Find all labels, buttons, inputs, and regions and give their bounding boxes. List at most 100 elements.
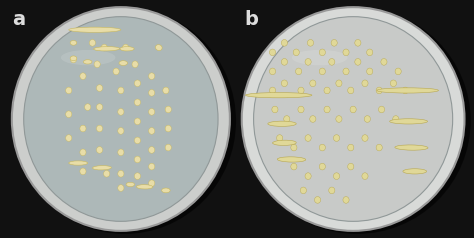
Ellipse shape [89, 40, 96, 46]
Ellipse shape [120, 47, 134, 51]
Ellipse shape [122, 44, 128, 51]
Ellipse shape [118, 170, 124, 177]
Ellipse shape [135, 137, 140, 144]
Ellipse shape [246, 93, 312, 98]
Ellipse shape [155, 45, 162, 50]
Ellipse shape [65, 87, 72, 94]
Ellipse shape [310, 116, 316, 122]
Ellipse shape [362, 80, 368, 87]
Ellipse shape [305, 173, 311, 179]
Ellipse shape [296, 68, 301, 75]
Ellipse shape [367, 68, 373, 75]
Ellipse shape [149, 109, 155, 115]
Ellipse shape [101, 44, 107, 51]
Ellipse shape [343, 68, 349, 75]
Ellipse shape [381, 59, 387, 65]
Ellipse shape [165, 106, 172, 113]
Ellipse shape [94, 47, 119, 51]
Ellipse shape [80, 73, 86, 79]
Ellipse shape [242, 7, 465, 231]
Ellipse shape [118, 149, 124, 156]
Ellipse shape [96, 125, 102, 132]
Ellipse shape [149, 147, 155, 153]
Ellipse shape [94, 61, 100, 68]
Ellipse shape [126, 182, 135, 187]
Ellipse shape [65, 135, 72, 141]
Ellipse shape [364, 116, 371, 122]
Ellipse shape [84, 104, 91, 110]
Ellipse shape [395, 68, 401, 75]
Ellipse shape [281, 40, 287, 46]
Ellipse shape [165, 144, 172, 151]
Ellipse shape [149, 73, 155, 79]
Ellipse shape [277, 157, 306, 162]
Ellipse shape [319, 49, 326, 56]
Ellipse shape [135, 156, 140, 163]
Ellipse shape [376, 144, 383, 151]
Ellipse shape [163, 87, 169, 94]
Ellipse shape [347, 87, 354, 94]
Ellipse shape [298, 106, 304, 113]
Ellipse shape [319, 68, 326, 75]
Ellipse shape [392, 116, 399, 122]
Ellipse shape [92, 166, 111, 170]
Ellipse shape [292, 50, 347, 65]
Ellipse shape [119, 61, 128, 65]
Ellipse shape [96, 147, 102, 153]
Ellipse shape [324, 106, 330, 113]
Ellipse shape [305, 135, 311, 141]
Ellipse shape [149, 180, 155, 187]
Ellipse shape [377, 88, 438, 93]
Ellipse shape [324, 87, 330, 94]
Ellipse shape [390, 119, 428, 124]
Ellipse shape [96, 85, 102, 91]
Ellipse shape [305, 59, 311, 65]
Ellipse shape [333, 135, 339, 141]
Ellipse shape [70, 56, 76, 63]
Ellipse shape [80, 168, 86, 175]
Ellipse shape [291, 144, 297, 151]
Ellipse shape [273, 140, 296, 145]
Ellipse shape [135, 80, 140, 87]
Ellipse shape [355, 40, 361, 46]
Ellipse shape [293, 49, 300, 56]
Ellipse shape [269, 49, 275, 56]
Ellipse shape [328, 59, 335, 65]
Ellipse shape [307, 40, 314, 46]
Ellipse shape [402, 87, 408, 94]
Ellipse shape [395, 145, 428, 150]
Ellipse shape [378, 106, 385, 113]
Ellipse shape [301, 187, 306, 194]
Ellipse shape [343, 49, 349, 56]
Ellipse shape [319, 144, 326, 151]
Ellipse shape [268, 121, 296, 126]
Ellipse shape [276, 135, 283, 141]
Ellipse shape [331, 40, 337, 46]
Ellipse shape [69, 27, 121, 32]
Ellipse shape [165, 125, 172, 132]
Ellipse shape [272, 106, 278, 113]
Ellipse shape [149, 89, 155, 96]
Ellipse shape [362, 135, 368, 141]
Ellipse shape [113, 68, 119, 75]
Ellipse shape [403, 169, 427, 174]
Ellipse shape [135, 118, 140, 125]
Ellipse shape [343, 197, 349, 203]
Ellipse shape [315, 197, 321, 203]
Ellipse shape [135, 99, 140, 106]
Ellipse shape [336, 80, 342, 87]
Ellipse shape [118, 87, 124, 94]
Text: b: b [244, 10, 258, 29]
Ellipse shape [70, 56, 77, 61]
Ellipse shape [103, 170, 110, 177]
Ellipse shape [12, 7, 230, 231]
Ellipse shape [362, 173, 368, 179]
Ellipse shape [269, 87, 275, 94]
Ellipse shape [69, 161, 88, 165]
Ellipse shape [281, 59, 287, 65]
Ellipse shape [118, 109, 124, 115]
Ellipse shape [24, 17, 218, 221]
Ellipse shape [243, 8, 471, 234]
Ellipse shape [83, 60, 92, 64]
Ellipse shape [132, 61, 138, 68]
